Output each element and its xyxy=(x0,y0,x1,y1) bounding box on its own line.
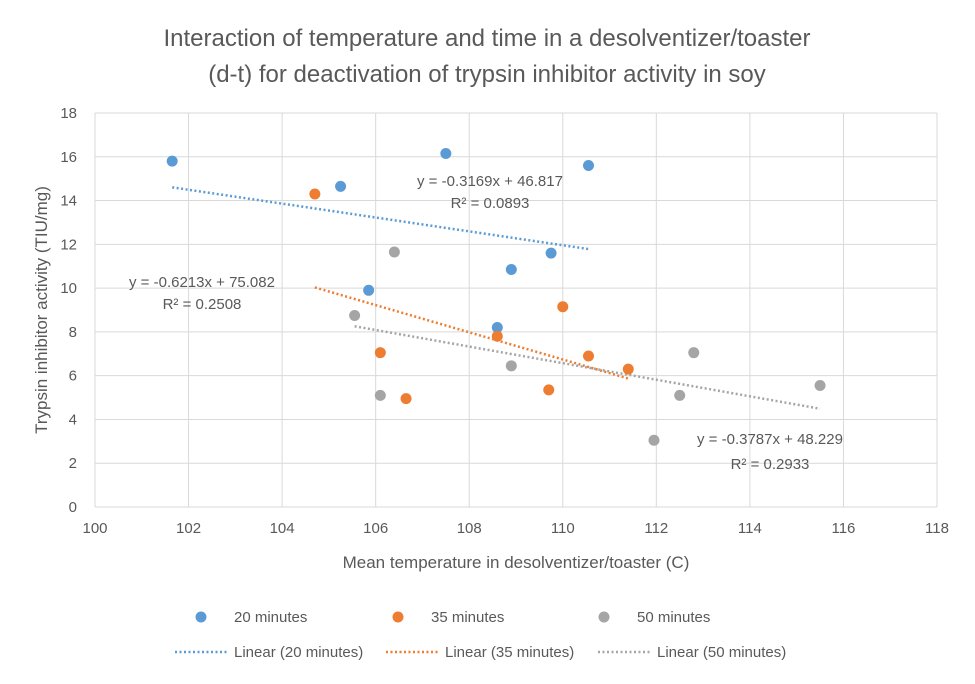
data-point xyxy=(543,384,555,396)
x-tick-label: 114 xyxy=(738,520,762,537)
legend-trendline-label: Linear (35 minutes) xyxy=(445,644,574,661)
data-point xyxy=(374,347,386,359)
y-tick-label: 10 xyxy=(60,280,77,297)
legend-label: 20 minutes xyxy=(234,609,307,626)
data-point xyxy=(309,188,321,200)
y-tick-label: 6 xyxy=(69,368,77,385)
data-point xyxy=(166,155,178,167)
trendline-r2: R² = 0.2508 xyxy=(163,296,242,313)
data-point xyxy=(335,180,347,192)
legend-trendline-label: Linear (50 minutes) xyxy=(657,644,786,661)
trendline-equation: y = -0.6213x + 75.082 xyxy=(129,274,275,291)
y-tick-label: 8 xyxy=(69,324,77,341)
data-point xyxy=(688,347,700,359)
legend-label: 35 minutes xyxy=(431,609,504,626)
data-point xyxy=(545,247,557,259)
y-tick-label: 4 xyxy=(69,411,77,428)
y-tick-label: 18 xyxy=(60,105,77,122)
data-point xyxy=(374,389,386,401)
data-point xyxy=(400,393,412,405)
legend-marker xyxy=(392,611,404,623)
y-tick-label: 12 xyxy=(60,236,77,253)
x-tick-label: 116 xyxy=(831,520,855,537)
x-tick-label: 102 xyxy=(176,520,201,537)
legend-marker xyxy=(598,611,610,623)
data-point xyxy=(557,301,569,313)
legend-label: 50 minutes xyxy=(637,609,710,626)
trendline-equation: y = -0.3169x + 46.817 xyxy=(417,173,563,190)
x-tick-label: 104 xyxy=(270,520,295,537)
chart-title-line: (d-t) for deactivation of trypsin inhibi… xyxy=(208,61,766,88)
x-tick-label: 108 xyxy=(457,520,482,537)
legend-marker xyxy=(195,611,207,623)
y-tick-label: 2 xyxy=(69,455,77,472)
data-point xyxy=(674,389,686,401)
x-tick-label: 112 xyxy=(644,520,668,537)
data-point xyxy=(505,264,517,276)
data-point xyxy=(388,246,400,258)
data-point xyxy=(583,160,595,172)
y-axis-title: Trypsin inhibitor activity (TIU/mg) xyxy=(32,186,51,434)
data-point xyxy=(583,350,595,362)
trendline-r2: R² = 0.2933 xyxy=(731,456,810,473)
y-tick-label: 0 xyxy=(69,499,77,516)
data-point xyxy=(491,322,503,334)
x-tick-label: 118 xyxy=(925,520,949,537)
data-point xyxy=(648,434,660,446)
x-axis-title: Mean temperature in desolventizer/toaste… xyxy=(343,553,690,572)
data-point xyxy=(349,309,361,321)
legend-trendline-label: Linear (20 minutes) xyxy=(234,644,363,661)
chart-title-line: Interaction of temperature and time in a… xyxy=(163,25,810,52)
y-tick-label: 14 xyxy=(60,193,77,210)
data-point xyxy=(440,147,452,159)
data-point xyxy=(363,284,375,296)
data-point xyxy=(505,360,517,372)
trendline xyxy=(314,286,629,380)
y-tick-label: 16 xyxy=(60,149,77,166)
data-point xyxy=(491,330,503,342)
trendline-r2: R² = 0.0893 xyxy=(451,195,530,212)
data-point xyxy=(622,363,634,375)
x-tick-label: 100 xyxy=(82,520,107,537)
data-point xyxy=(814,380,826,392)
x-tick-label: 110 xyxy=(551,520,575,537)
x-tick-label: 106 xyxy=(363,520,388,537)
trendline-equation: y = -0.3787x + 48.229 xyxy=(697,431,843,448)
